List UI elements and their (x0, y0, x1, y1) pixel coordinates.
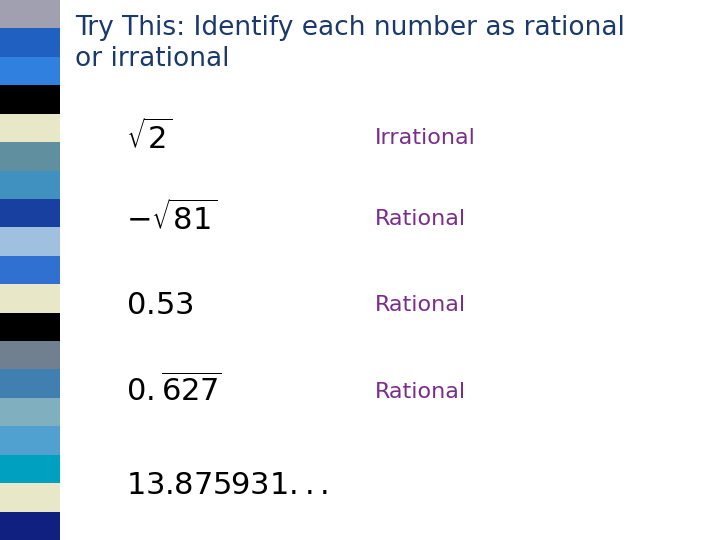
Bar (0, 256, 60, 284)
Text: Rational: Rational (374, 208, 466, 229)
Bar (0, 227, 60, 256)
Bar (0, 29, 60, 57)
Bar (0, 284, 60, 313)
Bar (0, 341, 60, 369)
Bar (0, 114, 60, 142)
Text: $\sqrt{2}$: $\sqrt{2}$ (126, 120, 172, 156)
Text: $0.\overline{627}$: $0.\overline{627}$ (126, 374, 221, 409)
Bar (0, 426, 60, 455)
Bar (0, 511, 60, 540)
Bar (0, 171, 60, 199)
Bar (0, 142, 60, 171)
Text: Rational: Rational (374, 295, 466, 315)
Text: Try This: Identify each number as rational
or irrational: Try This: Identify each number as ration… (75, 15, 625, 72)
Text: $0.53$: $0.53$ (126, 289, 194, 321)
Bar (0, 57, 60, 85)
Bar (0, 199, 60, 227)
Bar (0, 369, 60, 398)
Text: $-\sqrt{81}$: $-\sqrt{81}$ (126, 201, 217, 237)
Bar (0, 398, 60, 426)
Text: $13.875931...$: $13.875931...$ (126, 470, 328, 502)
Bar (0, 0, 60, 29)
Text: Irrational: Irrational (374, 127, 475, 148)
Bar (0, 483, 60, 511)
Bar (0, 455, 60, 483)
Bar (0, 313, 60, 341)
Bar (0, 85, 60, 114)
Text: Rational: Rational (374, 381, 466, 402)
